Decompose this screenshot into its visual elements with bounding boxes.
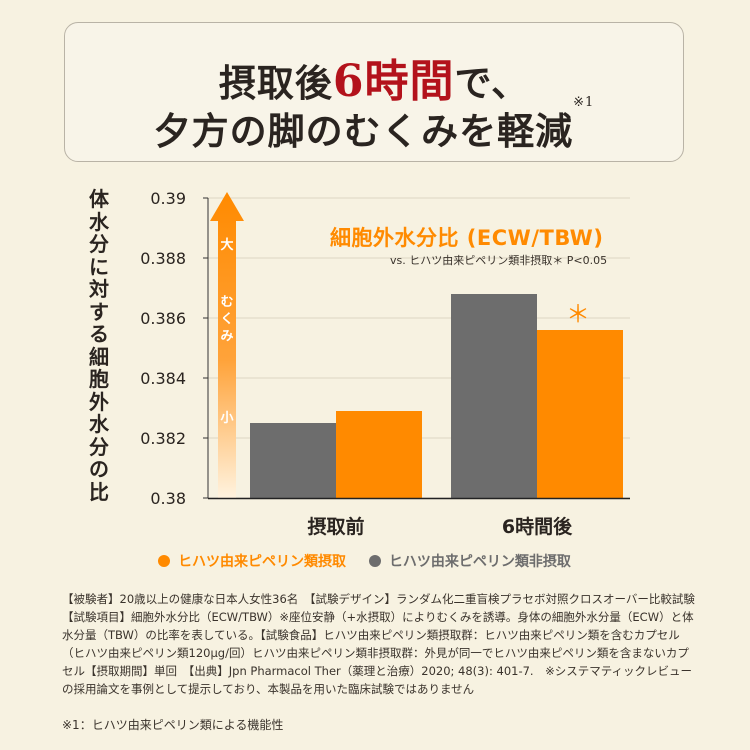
arrow-label-bottom: 小 [220, 411, 233, 426]
arrow-label-middle: むくみ [220, 295, 233, 344]
headline-accent: 6時間 [332, 56, 455, 107]
y-tick-label: 0.38 [150, 489, 186, 508]
y-tick-label: 0.382 [140, 429, 186, 448]
functionality-note: ※1：ヒハツ由来ピペリン類による機能性 [62, 718, 284, 732]
legend-label-non-intake: ヒハツ由来ピペリン類非摂取 [388, 554, 571, 570]
arrow-label-middle-char: み [220, 329, 233, 344]
x-tick-label: 摂取前 [307, 515, 364, 538]
arrow-label-top: 大 [220, 237, 233, 253]
legend-label-intake: ヒハツ由来ピペリン類摂取 [178, 554, 346, 570]
headline-main: 夕方の脚のむくみを軽減 [153, 109, 574, 153]
legend-dot-non-intake [368, 555, 381, 567]
swelling-arrow-shape [210, 192, 244, 498]
legend-dot-intake [158, 555, 170, 567]
y-axis-label: 体水分に対する細胞外水分の比 [89, 187, 109, 504]
headline-note-mark: ※1 [573, 95, 595, 110]
bars [250, 294, 623, 498]
study-footnote: 【被験者】20歳以上の健康な日本人女性36名 【試験デザイン】ランダム化二重盲検… [62, 592, 707, 696]
bar-intake-1 [537, 330, 623, 498]
legend: ヒハツ由来ピペリン類摂取 ヒハツ由来ピペリン類非摂取 [158, 551, 589, 571]
headline-box: 摂取後6時間で、 夕方の脚のむくみを軽減※1 [64, 22, 684, 162]
y-tick-label: 0.384 [140, 369, 186, 388]
bar-non-intake-0 [250, 423, 336, 498]
y-tick-label: 0.388 [140, 249, 186, 268]
chart-subtitle: vs. ヒハツ由来ピペリン類非摂取＊ P<0.05 [390, 254, 608, 267]
legend-item-non-intake: ヒハツ由来ピペリン類非摂取 [368, 551, 571, 571]
swelling-arrow: 大 むくみ 小 [210, 192, 244, 498]
x-tick-label: 6時間後 [502, 515, 573, 538]
y-tick-label: 0.386 [140, 309, 186, 328]
legend-item-intake: ヒハツ由来ピペリン類摂取 [158, 551, 346, 571]
y-tick-label: 0.39 [150, 189, 186, 208]
y-axis-ticks: 0.39 0.388 0.386 0.384 0.382 0.38 [140, 189, 209, 508]
arrow-label-middle-char: く [220, 312, 233, 327]
headline-pre: 摂取後 [218, 61, 333, 105]
significance-marker: ＊ [566, 300, 590, 328]
bar-intake-0 [336, 411, 422, 498]
headline-line1: 摂取後6時間で、 [65, 45, 683, 109]
chart-title: 細胞外水分比 (ECW/TBW) [330, 226, 604, 250]
bar-non-intake-1 [451, 294, 537, 498]
x-axis-labels: 摂取前 6時間後 [307, 515, 573, 538]
headline-post: で、 [454, 61, 530, 105]
arrow-label-middle-char: む [220, 295, 233, 310]
headline-line2: 夕方の脚のむくみを軽減※1 [65, 95, 683, 155]
